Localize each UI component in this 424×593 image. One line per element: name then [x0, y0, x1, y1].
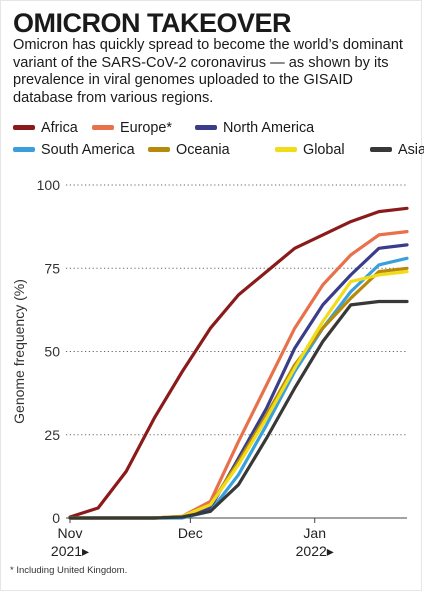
- chart-subtitle: Omicron has quickly spread to become the…: [13, 37, 403, 106]
- y-tick-label: 100: [37, 177, 61, 193]
- x-tick-year: 2022▸: [296, 543, 334, 559]
- legend-swatch: [148, 146, 170, 152]
- x-tick-label: Dec: [178, 525, 203, 541]
- legend-swatch: [275, 146, 297, 152]
- series-line-africa: [68, 206, 409, 519]
- legend-swatch: [92, 124, 114, 130]
- legend-label: North America: [223, 120, 315, 136]
- legend-swatch: [13, 146, 35, 152]
- legend-item-north-america: North America: [195, 120, 314, 136]
- legend-label: Africa: [41, 120, 78, 136]
- y-tick-label: 25: [44, 427, 60, 443]
- legend-item-africa: Africa: [13, 120, 78, 136]
- legend-swatch: [370, 146, 392, 152]
- chart-title: OMICRON TAKEOVER: [13, 8, 292, 38]
- legend-label: Asia: [398, 142, 424, 158]
- legend-label: Oceania: [176, 142, 230, 158]
- legend-item-asia: Asia: [370, 142, 424, 158]
- y-tick-label: 0: [52, 510, 60, 526]
- y-axis-title: Genome frequency (%): [11, 279, 27, 424]
- legend-item-oceania: Oceania: [148, 142, 230, 158]
- legend-item-global: Global: [275, 142, 345, 158]
- legend-swatch: [195, 124, 217, 130]
- x-tick-label: Nov: [58, 525, 83, 541]
- y-tick-label: 75: [44, 260, 60, 276]
- legend-label: Global: [303, 142, 345, 158]
- legend-swatch: [13, 124, 35, 130]
- footnote: * Including United Kingdom.: [10, 565, 128, 576]
- x-tick-year: 2021▸: [51, 543, 89, 559]
- series-line-asia: [68, 299, 409, 520]
- legend-label: Europe*: [120, 120, 173, 136]
- legend-label: South America: [41, 142, 135, 158]
- x-tick-label: Jan: [303, 525, 326, 541]
- legend-item-south-america: South America: [13, 142, 135, 158]
- legend-item-europe: Europe*: [92, 120, 172, 136]
- y-tick-label: 50: [44, 344, 60, 360]
